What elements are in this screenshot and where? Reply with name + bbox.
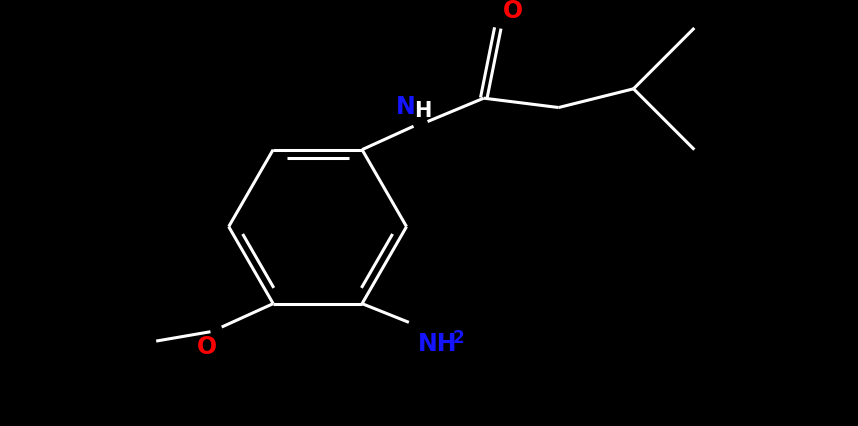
- Text: H: H: [414, 101, 432, 121]
- Text: NH: NH: [418, 332, 457, 356]
- Text: N: N: [396, 95, 416, 119]
- Text: 2: 2: [453, 329, 464, 347]
- Text: O: O: [196, 334, 217, 359]
- Text: O: O: [503, 0, 523, 23]
